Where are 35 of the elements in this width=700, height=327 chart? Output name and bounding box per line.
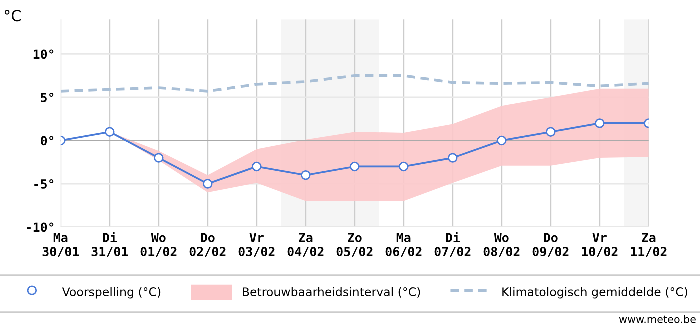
point [595,118,605,128]
point [350,162,360,172]
point [497,136,507,146]
y-tick-label: 5° [41,92,54,102]
x-tick-label: Vr 10/02 [582,233,618,258]
y-tick-label: -10° [27,222,54,232]
x-tick-label: Ma 30/01 [42,233,80,258]
legend-label: Klimatologisch gemiddelde (°C) [502,287,688,299]
x-tick-label: Do 02/02 [190,233,226,258]
point [105,127,115,137]
x-tick-label: Za 04/02 [288,233,324,258]
y-tick-label: 10° [34,50,54,60]
point [399,162,409,172]
y-tick-label: 0° [41,136,54,146]
y-axis-title: °C [4,10,21,22]
x-tick-label: Zo 05/02 [336,233,373,258]
x-tick-label: Di 07/02 [434,232,471,258]
point [252,162,262,172]
x-tick-label: Ma 06/02 [386,233,422,258]
legend-label: Voorspelling (°C) [62,287,161,299]
line-series [60,74,649,93]
x-tick-label: Wo 08/02 [484,233,520,258]
x-tick-label: Vr 03/02 [238,233,275,258]
y-tick-label: -5° [34,179,54,189]
point [301,170,311,180]
x-tick-label: Za 11/02 [631,233,667,258]
text: Betrouwbaarheidsinterval (°C) [243,287,420,298]
point [154,153,164,163]
point [448,153,458,163]
point [203,179,213,189]
text: www.meteo.be [619,315,696,324]
x-tick-label: Do 09/02 [532,233,569,258]
x-tick-label: Di 31/01 [92,232,128,258]
point [546,127,556,137]
x-tick-label: Wo 01/02 [140,233,177,258]
